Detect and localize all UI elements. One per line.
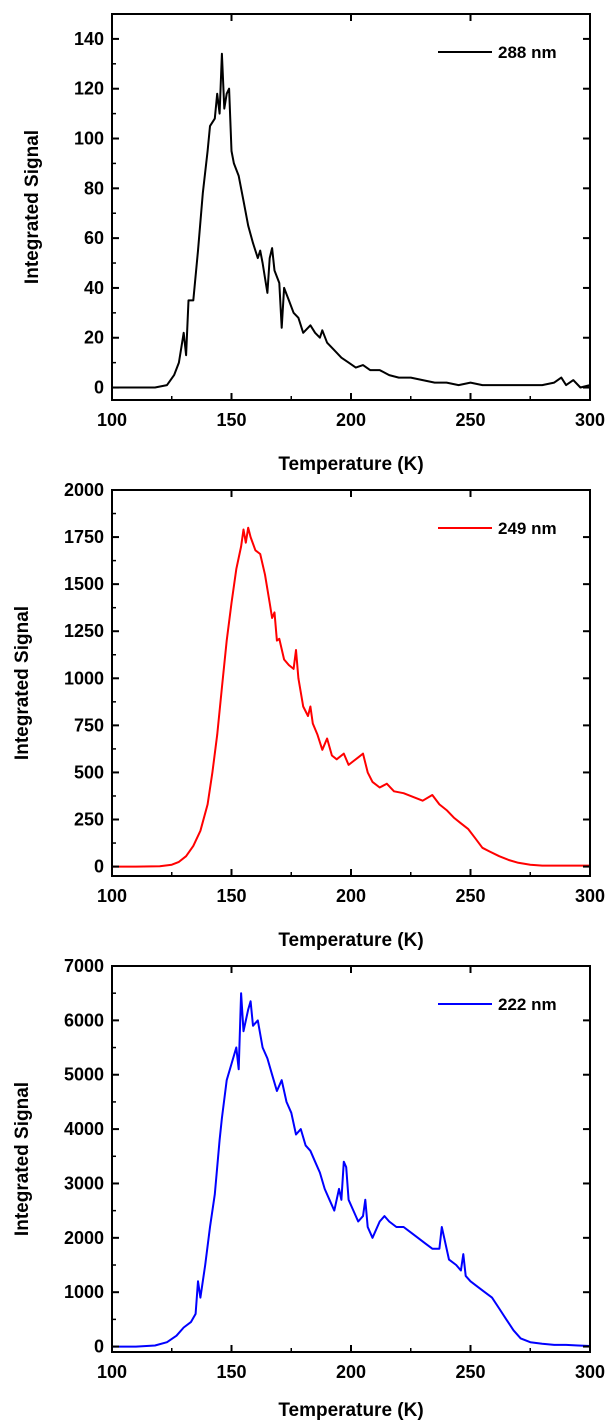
y-axis-title: Integrated Signal — [12, 606, 33, 760]
x-tick-label: 250 — [455, 410, 485, 430]
x-tick-label: 250 — [455, 1362, 485, 1382]
x-tick-label: 300 — [575, 886, 605, 906]
x-tick-label: 200 — [336, 410, 366, 430]
y-tick-label: 6000 — [64, 1010, 104, 1030]
chart-1: 100 150 200 250 300 0 20 40 60 80 100 120 140 Tempera… — [22, 13, 605, 475]
y-tick-label: 60 — [84, 228, 104, 248]
plot-frame — [111, 965, 591, 1353]
y-tick-label: 1500 — [64, 574, 104, 594]
y-tick-label: 250 — [74, 810, 104, 830]
y-tick-label: 40 — [84, 278, 104, 298]
plot-frame — [111, 489, 591, 877]
y-tick-label: 100 — [74, 129, 104, 149]
y-tick-label: 0 — [94, 1337, 104, 1357]
y-tick-label: 750 — [74, 715, 104, 735]
legend-label: 222 nm — [498, 995, 557, 1014]
x-tick-label: 200 — [336, 1362, 366, 1382]
x-tick-label: 200 — [336, 886, 366, 906]
y-tick-label: 1000 — [64, 1282, 104, 1302]
y-tick-label: 500 — [74, 762, 104, 782]
y-tick-label: 3000 — [64, 1173, 104, 1193]
x-tick-label: 100 — [97, 410, 127, 430]
y-tick-label: 20 — [84, 328, 104, 348]
series-line-3-1 — [112, 992, 591, 1348]
y-tick-label: 1000 — [64, 668, 104, 688]
x-tick-label: 300 — [575, 410, 605, 430]
x-tick-label: 300 — [575, 1362, 605, 1382]
series-line-2-1 — [112, 526, 590, 868]
y-tick-label: 7000 — [64, 956, 104, 976]
x-axis-title: Temperature (K) — [278, 930, 423, 951]
legend-label: 249 nm — [498, 519, 557, 538]
y-tick-label: 80 — [84, 178, 104, 198]
x-tick-label: 100 — [97, 1362, 127, 1382]
x-axis-title: Temperature (K) — [278, 1400, 423, 1421]
y-tick-label: 1250 — [64, 621, 104, 641]
legend-label: 288 nm — [498, 43, 557, 62]
y-axis-title: Integrated Signal — [22, 130, 43, 284]
y-tick-label: 120 — [74, 79, 104, 99]
y-tick-label: 4000 — [64, 1119, 104, 1139]
x-axis-title: Temperature (K) — [278, 454, 423, 475]
y-tick-label: 2000 — [64, 480, 104, 500]
y-tick-label: 0 — [94, 378, 104, 398]
x-tick-label: 150 — [216, 1362, 246, 1382]
x-tick-label: 150 — [216, 410, 246, 430]
y-tick-label: 2000 — [64, 1228, 104, 1248]
y-tick-label: 140 — [74, 29, 104, 49]
x-tick-label: 250 — [455, 886, 485, 906]
y-tick-label: 5000 — [64, 1065, 104, 1085]
y-tick-label: 0 — [94, 857, 104, 877]
x-tick-label: 150 — [216, 886, 246, 906]
y-tick-label: 1750 — [64, 527, 104, 547]
series-line-1-1 — [112, 52, 591, 389]
y-axis-title: Integrated Signal — [12, 1082, 33, 1236]
chart-2: 100 150 200 250 300 0 250 500 750 1000 1250 1500 175… — [12, 480, 605, 951]
x-tick-label: 100 — [97, 886, 127, 906]
chart-3: 100 150 200 250 3000100020003000400050006000… — [12, 956, 605, 1421]
